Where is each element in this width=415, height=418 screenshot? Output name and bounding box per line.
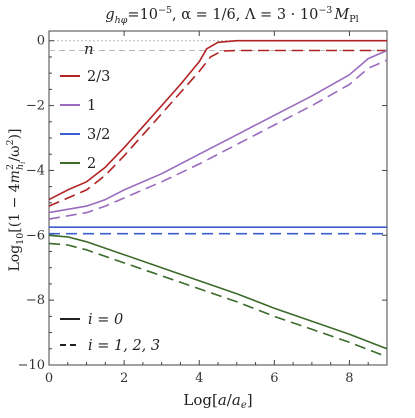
legend-i-label: i = 0 xyxy=(88,312,123,328)
x-axis-label: Log[a/ae] xyxy=(183,391,252,411)
series-line-n2-3-solid xyxy=(48,39,387,201)
x-tick-label: 8 xyxy=(345,371,353,386)
x-tick-label: 0 xyxy=(45,371,53,386)
legend-n: n 2/3 1 3/2 2 xyxy=(60,40,110,172)
series-line-n2-solid xyxy=(48,234,388,350)
y-tick-label: −2 xyxy=(26,99,45,114)
legend-n-label: 3/2 xyxy=(87,127,110,143)
legend-n-label: 1 xyxy=(87,98,96,114)
chart-title: ghφ=10−5, α = 1/6, Λ = 3 · 10−3 MPl xyxy=(105,5,358,26)
y-tick-label: −8 xyxy=(26,293,45,308)
series-line-n1-dashed xyxy=(48,59,388,220)
series-line-n1-solid xyxy=(48,49,388,214)
legend-n-label: 2/3 xyxy=(87,69,110,85)
y-tick-label: −10 xyxy=(18,358,45,373)
series-group xyxy=(48,39,388,358)
x-tick-label: 2 xyxy=(120,371,128,386)
y-tick-label: 0 xyxy=(37,34,45,49)
y-tick-label: −6 xyxy=(26,228,45,243)
y-axis-label: Log10[(1 − 4m2hi/ω2)] xyxy=(5,129,27,272)
axis-ticks: 0 2 4 6 8 0 −2 −4 −6 −8 −10 xyxy=(18,31,388,386)
x-tick-label: 6 xyxy=(270,371,278,386)
legend-n-title: n xyxy=(84,40,94,58)
legend-i-label: i = 1, 2, 3 xyxy=(88,338,160,354)
legend-i: i = 0 i = 1, 2, 3 xyxy=(60,312,160,354)
series-line-n2-dashed xyxy=(48,242,388,358)
x-tick-label: 4 xyxy=(195,371,203,386)
series-line-n2-3-dashed xyxy=(48,49,387,207)
y-tick-label: −4 xyxy=(26,163,45,178)
svg-text:Log10[(1 − 4m2hi/ω2)]: Log10[(1 − 4m2hi/ω2)] xyxy=(5,129,27,272)
legend-n-label: 2 xyxy=(87,156,96,172)
